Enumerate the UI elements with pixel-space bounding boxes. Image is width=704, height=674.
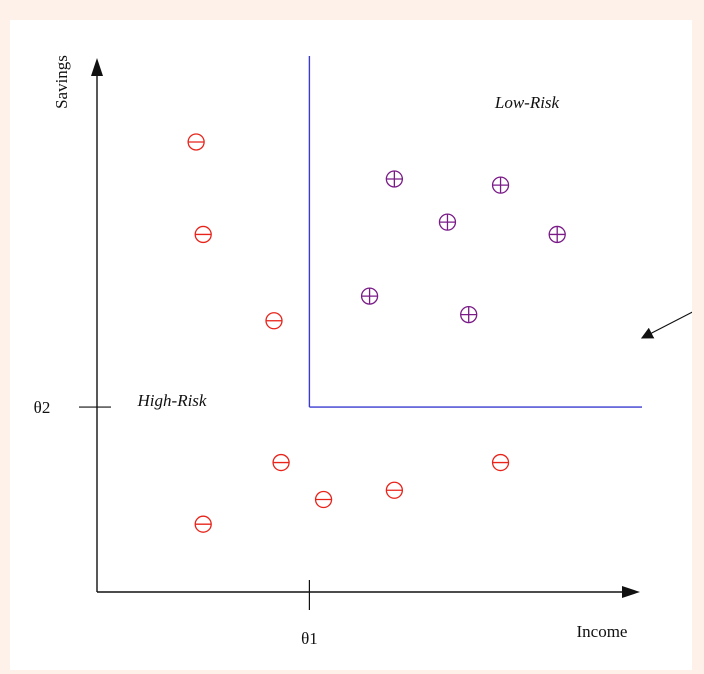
plus-point-1: [491, 176, 510, 194]
x-axis-label: Income: [577, 622, 628, 641]
minus-point-3: [272, 453, 290, 472]
plus-point-3: [548, 225, 566, 244]
scatter-chart: Savings Income θ1 θ2 Low-Risk High-Risk: [34, 55, 692, 648]
pointer-arrow: [640, 311, 692, 339]
minus-point-7: [194, 515, 212, 533]
plus-point-0: [385, 170, 404, 188]
x-axis-arrow: [622, 586, 640, 598]
plus-point-4: [360, 287, 379, 305]
minus-point-1: [194, 225, 212, 244]
minus-point-2: [265, 312, 283, 330]
y-axis-arrow: [91, 58, 103, 76]
plus-point-5: [460, 305, 478, 324]
theta2-label: θ2: [34, 398, 51, 417]
theta1-label: θ1: [301, 629, 318, 648]
plus-point-2: [438, 213, 457, 231]
minus-point-6: [491, 453, 510, 472]
chart-panel: Savings Income θ1 θ2 Low-Risk High-Risk: [10, 20, 692, 670]
high-risk-label: High-Risk: [137, 391, 207, 410]
low-risk-label: Low-Risk: [494, 93, 560, 112]
y-axis-label: Savings: [52, 55, 71, 109]
chart-marks: [79, 56, 642, 610]
minus-point-5: [385, 481, 404, 499]
minus-point-0: [187, 133, 205, 151]
minus-point-4: [314, 490, 333, 509]
